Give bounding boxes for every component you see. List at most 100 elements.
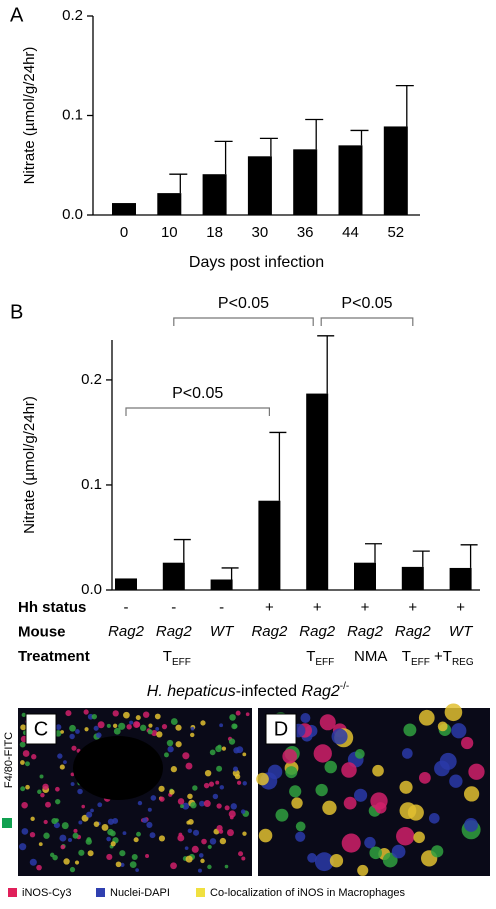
cell: [203, 800, 211, 808]
cell: [93, 725, 99, 731]
legend-label: iNOS-Cy3: [22, 887, 72, 899]
cell: [236, 746, 244, 754]
cell: [245, 712, 250, 717]
cell: [258, 828, 273, 843]
cell: [29, 832, 36, 838]
cell: [282, 749, 298, 764]
cell: [97, 802, 103, 808]
cell: [228, 810, 236, 818]
text-part: H. hepaticus: [147, 683, 236, 700]
cell: [307, 853, 317, 863]
cell: [419, 771, 431, 784]
cell: [218, 829, 224, 834]
cell: [233, 766, 239, 772]
cell: [201, 838, 207, 845]
row-title: Hh status: [18, 599, 86, 616]
cell: [137, 800, 143, 806]
cell: [234, 773, 241, 780]
cell: [86, 811, 93, 818]
cell: [319, 714, 336, 731]
cell: [291, 797, 303, 809]
cell: [67, 837, 73, 843]
cell: [313, 744, 332, 763]
cell: [227, 829, 234, 837]
cell: [21, 828, 29, 835]
cell: [70, 772, 75, 777]
text-part: +T: [430, 648, 452, 665]
cell: [329, 854, 344, 868]
treatment: TEFF +TREG: [402, 648, 474, 668]
text-part: EFF: [411, 657, 430, 668]
cell: [19, 741, 26, 748]
bar: [157, 193, 182, 215]
panel-box: [265, 713, 297, 745]
cell: [199, 800, 205, 807]
cell: [39, 774, 44, 779]
cell: [126, 724, 132, 730]
cell: [49, 852, 55, 858]
hh-status: +: [361, 599, 370, 616]
cell: [322, 800, 337, 815]
cell: [418, 709, 435, 726]
cell: [55, 786, 60, 792]
cell: [216, 765, 223, 772]
mouse: Rag2: [251, 623, 288, 640]
bar: [258, 500, 281, 590]
cell: [38, 842, 43, 847]
cell: [72, 832, 79, 839]
cell: [169, 789, 175, 795]
text-part: -/-: [340, 681, 349, 692]
cell: [30, 816, 35, 822]
text-part: -infected: [236, 683, 302, 700]
cell: [209, 838, 217, 845]
cell: [159, 796, 165, 802]
x-tick-label: 30: [252, 224, 269, 241]
cell: [85, 838, 92, 845]
x-tick-label: 36: [297, 224, 314, 241]
text-part: T: [306, 648, 315, 665]
cell: [224, 864, 229, 869]
cell: [451, 723, 467, 739]
cell: [215, 780, 220, 785]
cell: [185, 855, 193, 863]
cell: [221, 746, 227, 751]
cell: [170, 718, 178, 725]
cell: [40, 792, 45, 798]
cell: [275, 808, 289, 822]
cell: [187, 828, 193, 834]
cell: [148, 723, 153, 728]
cell: [113, 727, 121, 735]
cell: [216, 803, 222, 809]
cell: [83, 709, 89, 715]
cell: [60, 844, 66, 850]
cell: [184, 846, 189, 851]
cell: [463, 786, 480, 802]
cell: [170, 862, 177, 870]
side-label: F4/80-FITC: [3, 732, 15, 788]
cell: [78, 820, 83, 825]
bar: [306, 393, 329, 590]
cell: [131, 854, 138, 861]
cell: [69, 724, 76, 732]
cell: [43, 832, 50, 839]
cell: [123, 711, 130, 719]
cell: [51, 817, 58, 825]
cell: [413, 831, 425, 844]
hh-status: +: [456, 599, 465, 616]
cell: [192, 785, 198, 791]
cell: [21, 712, 26, 718]
bar: [449, 567, 472, 590]
mouse: WT: [449, 623, 474, 640]
cell: [45, 801, 51, 808]
cell: [36, 864, 42, 871]
y-tick-label: 0.1: [62, 106, 83, 123]
cell: [357, 864, 369, 876]
bar: [115, 578, 137, 590]
side-swatch: [2, 818, 12, 828]
cell: [147, 729, 153, 735]
cell: [147, 807, 152, 812]
cell: [135, 715, 141, 721]
cell: [55, 724, 62, 731]
significance-bracket: [125, 407, 270, 416]
legend-swatch: [196, 888, 205, 897]
